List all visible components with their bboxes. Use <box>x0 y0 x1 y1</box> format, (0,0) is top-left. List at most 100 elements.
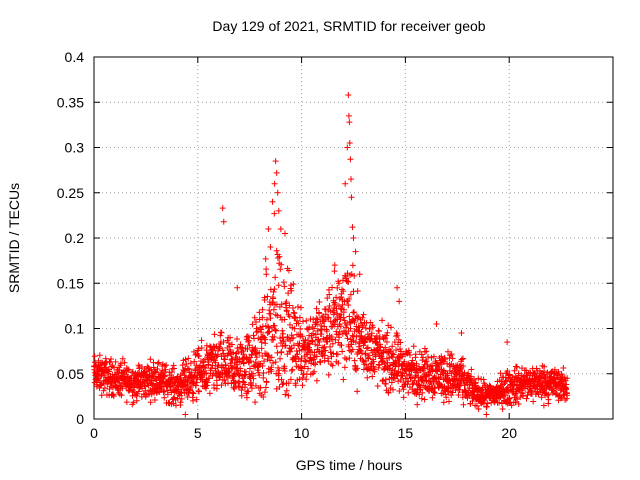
data-point <box>505 387 512 394</box>
data-point <box>351 357 358 364</box>
data-point <box>550 371 557 378</box>
data-point <box>129 368 136 375</box>
data-point <box>253 318 260 325</box>
data-point <box>468 377 475 384</box>
data-point <box>458 330 465 337</box>
data-point <box>298 355 305 362</box>
data-point <box>340 314 347 321</box>
data-point <box>323 328 330 335</box>
data-point <box>379 378 386 385</box>
data-point <box>448 392 455 399</box>
data-point <box>299 374 306 381</box>
data-point <box>423 348 430 355</box>
data-point <box>278 376 285 383</box>
data-point <box>406 349 413 356</box>
data-point <box>252 399 259 406</box>
data-point <box>274 312 281 319</box>
data-point <box>228 341 235 348</box>
data-point <box>278 261 285 268</box>
data-point <box>341 317 348 324</box>
data-point <box>408 374 415 381</box>
data-point <box>450 383 457 390</box>
x-tick-label: 5 <box>194 425 202 441</box>
data-point <box>100 387 107 394</box>
data-point <box>382 344 389 351</box>
data-point <box>346 347 353 354</box>
data-point <box>277 266 284 273</box>
data-point <box>262 255 269 262</box>
data-point <box>506 395 513 401</box>
data-point <box>296 340 303 347</box>
data-point <box>285 380 292 387</box>
data-point <box>322 311 329 318</box>
data-point <box>313 377 320 384</box>
data-point <box>209 362 216 369</box>
data-point <box>388 324 395 331</box>
data-point <box>564 392 571 399</box>
data-point <box>257 384 264 391</box>
data-point <box>272 359 279 366</box>
data-point <box>397 377 404 384</box>
data-point <box>401 358 408 365</box>
data-point <box>340 376 347 383</box>
data-point <box>354 327 361 334</box>
data-point <box>218 329 225 336</box>
data-point <box>110 391 117 398</box>
data-point <box>506 371 513 378</box>
data-point <box>354 388 361 395</box>
data-point <box>123 371 130 378</box>
y-tick-label: 0.05 <box>57 366 84 382</box>
data-point <box>285 392 292 399</box>
data-point <box>309 330 316 337</box>
data-point <box>195 345 202 352</box>
data-point <box>316 338 323 345</box>
x-tick-label: 15 <box>398 425 414 441</box>
data-point <box>335 360 342 367</box>
data-point <box>390 386 397 393</box>
data-point <box>260 369 267 376</box>
data-point <box>504 368 511 375</box>
data-point <box>220 338 227 345</box>
data-point <box>281 367 288 374</box>
data-point <box>118 392 125 399</box>
data-point <box>359 314 366 321</box>
data-point <box>125 366 132 373</box>
data-point <box>253 325 260 332</box>
data-point <box>345 278 352 285</box>
data-point <box>368 332 375 339</box>
data-point <box>515 400 522 407</box>
data-point <box>150 380 157 387</box>
data-point <box>314 327 321 334</box>
data-point <box>535 390 542 397</box>
data-point <box>288 287 295 294</box>
data-point <box>187 360 194 367</box>
data-point <box>561 391 568 398</box>
data-point <box>126 387 133 394</box>
data-point <box>433 320 440 327</box>
data-point <box>260 333 267 340</box>
data-point <box>265 225 272 232</box>
data-point <box>251 314 258 321</box>
data-point <box>198 337 205 344</box>
data-point <box>520 393 527 400</box>
data-point <box>285 267 292 274</box>
data-point <box>278 348 285 355</box>
data-point <box>445 348 452 355</box>
data-point <box>354 288 361 295</box>
data-point <box>220 218 227 225</box>
data-point <box>350 235 357 241</box>
data-point <box>325 314 332 321</box>
data-point <box>497 370 504 377</box>
data-point <box>346 313 353 320</box>
data-point <box>161 388 168 395</box>
data-point <box>300 318 307 325</box>
data-point <box>248 379 255 386</box>
x-tick-label: 0 <box>90 425 98 441</box>
data-point <box>273 327 280 334</box>
data-point <box>270 288 277 295</box>
data-point <box>274 254 281 261</box>
data-point <box>238 392 245 399</box>
data-point <box>369 373 376 380</box>
data-point <box>429 362 436 369</box>
data-point <box>351 272 358 279</box>
